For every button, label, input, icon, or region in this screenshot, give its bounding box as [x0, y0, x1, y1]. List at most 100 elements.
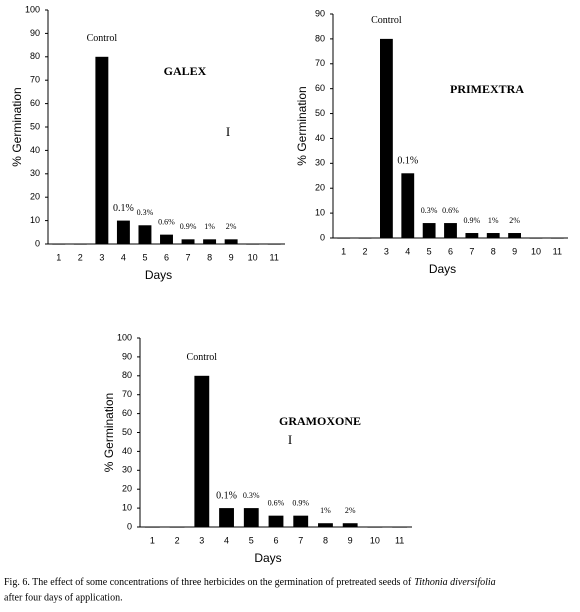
bar-annotation: 0.6%: [268, 498, 285, 507]
chart-title: GRAMOXONE: [279, 414, 361, 428]
bar: [73, 244, 87, 245]
y-tick-label: 30: [122, 465, 132, 475]
bar: [138, 225, 152, 244]
x-tick-label: 6: [448, 246, 453, 256]
y-tick-label: 10: [315, 207, 325, 217]
x-tick-label: 4: [405, 246, 410, 256]
y-tick-label: 50: [30, 121, 40, 131]
bar: [243, 508, 259, 527]
x-tick-label: 9: [512, 246, 517, 256]
y-tick-label: 30: [315, 158, 325, 168]
bar-annotation: 0.9%: [464, 216, 481, 225]
bar: [486, 233, 500, 238]
y-tick-label: 70: [315, 58, 325, 68]
bar-annotation: 0.1%: [113, 203, 134, 214]
x-tick-label: 8: [491, 246, 496, 256]
bar: [367, 527, 383, 528]
panel-marker: I: [226, 124, 230, 139]
x-tick-label: 1: [150, 535, 155, 545]
bar-annotation: 2%: [509, 216, 520, 225]
bar: [268, 515, 284, 527]
x-tick-label: 1: [341, 246, 346, 256]
x-tick-label: 3: [384, 246, 389, 256]
bar: [116, 220, 130, 244]
x-tick-label: 2: [78, 252, 83, 262]
bar: [194, 375, 210, 527]
y-tick-label: 40: [315, 133, 325, 143]
bar: [465, 233, 479, 238]
panel-marker: I: [288, 432, 292, 447]
bar-annotation: 0.1%: [216, 490, 237, 501]
bar-annotation: 1%: [320, 506, 331, 515]
y-tick-label: 0: [35, 238, 40, 248]
bar: [144, 527, 160, 528]
bar-annotation: 0.9%: [180, 222, 197, 231]
bar: [392, 527, 408, 528]
chart-title: GALEX: [164, 64, 207, 78]
y-tick-label: 60: [122, 408, 132, 418]
x-tick-label: 6: [273, 535, 278, 545]
x-tick-label: 10: [248, 252, 258, 262]
bar-annotation: 0.3%: [243, 491, 260, 500]
bar: [181, 239, 195, 244]
caption-line: Fig. 6. The effect of some concentration…: [4, 577, 496, 588]
bar-annotation: Control: [87, 33, 118, 44]
bar: [52, 244, 66, 245]
y-tick-label: 40: [30, 145, 40, 155]
y-tick-label: 50: [122, 427, 132, 437]
y-tick-label: 80: [122, 370, 132, 380]
chart-title: PRIMEXTRA: [450, 82, 524, 96]
bar-annotation: 0.9%: [292, 498, 309, 507]
y-tick-label: 10: [122, 502, 132, 512]
x-tick-label: 7: [298, 535, 303, 545]
y-tick-label: 90: [122, 351, 132, 361]
x-tick-label: 10: [531, 246, 541, 256]
bar: [246, 244, 260, 245]
y-tick-label: 20: [30, 192, 40, 202]
x-axis-label: Days: [429, 262, 456, 276]
bar-annotation: Control: [187, 352, 218, 363]
caption-text: after four days of application.: [4, 592, 123, 603]
bar: [293, 515, 309, 527]
y-tick-label: 90: [315, 8, 325, 18]
y-axis-label: % Germination: [295, 86, 309, 165]
y-tick-label: 100: [117, 332, 132, 342]
bar: [550, 238, 564, 239]
bar-annotation: 2%: [226, 222, 237, 231]
bar: [380, 38, 393, 239]
bar: [318, 523, 333, 527]
y-tick-label: 80: [315, 33, 325, 43]
bar-annotation: 0.6%: [158, 217, 175, 226]
caption-text: Fig. 6. The effect of some concentration…: [4, 577, 412, 588]
y-tick-label: 70: [30, 75, 40, 85]
y-axis-label: % Germination: [102, 393, 116, 472]
y-tick-label: 20: [122, 484, 132, 494]
y-tick-label: 20: [315, 183, 325, 193]
x-tick-label: 5: [249, 535, 254, 545]
bar: [160, 234, 173, 244]
x-tick-label: 9: [229, 252, 234, 262]
x-tick-label: 5: [142, 252, 147, 262]
bar: [95, 56, 109, 244]
x-tick-label: 11: [395, 535, 404, 545]
bar: [444, 223, 457, 238]
bar: [401, 173, 415, 238]
x-tick-label: 1: [56, 252, 61, 262]
bar-annotation: 1%: [488, 216, 499, 225]
y-axis-label: % Germination: [10, 87, 24, 166]
y-tick-label: 60: [30, 98, 40, 108]
x-tick-label: 2: [363, 246, 368, 256]
x-tick-label: 11: [553, 246, 562, 256]
x-tick-label: 7: [186, 252, 191, 262]
x-tick-label: 3: [199, 535, 204, 545]
x-axis-label: Days: [145, 268, 172, 282]
y-tick-label: 30: [30, 168, 40, 178]
x-tick-label: 4: [224, 535, 229, 545]
caption-species: Tithonia diversifolia: [414, 577, 495, 588]
x-tick-label: 6: [164, 252, 169, 262]
bar: [224, 239, 238, 244]
bar: [529, 238, 543, 239]
x-tick-label: 7: [469, 246, 474, 256]
